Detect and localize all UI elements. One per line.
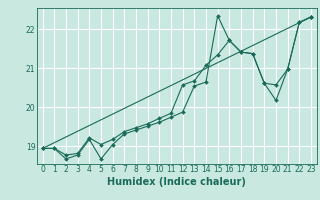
X-axis label: Humidex (Indice chaleur): Humidex (Indice chaleur) (108, 177, 246, 187)
